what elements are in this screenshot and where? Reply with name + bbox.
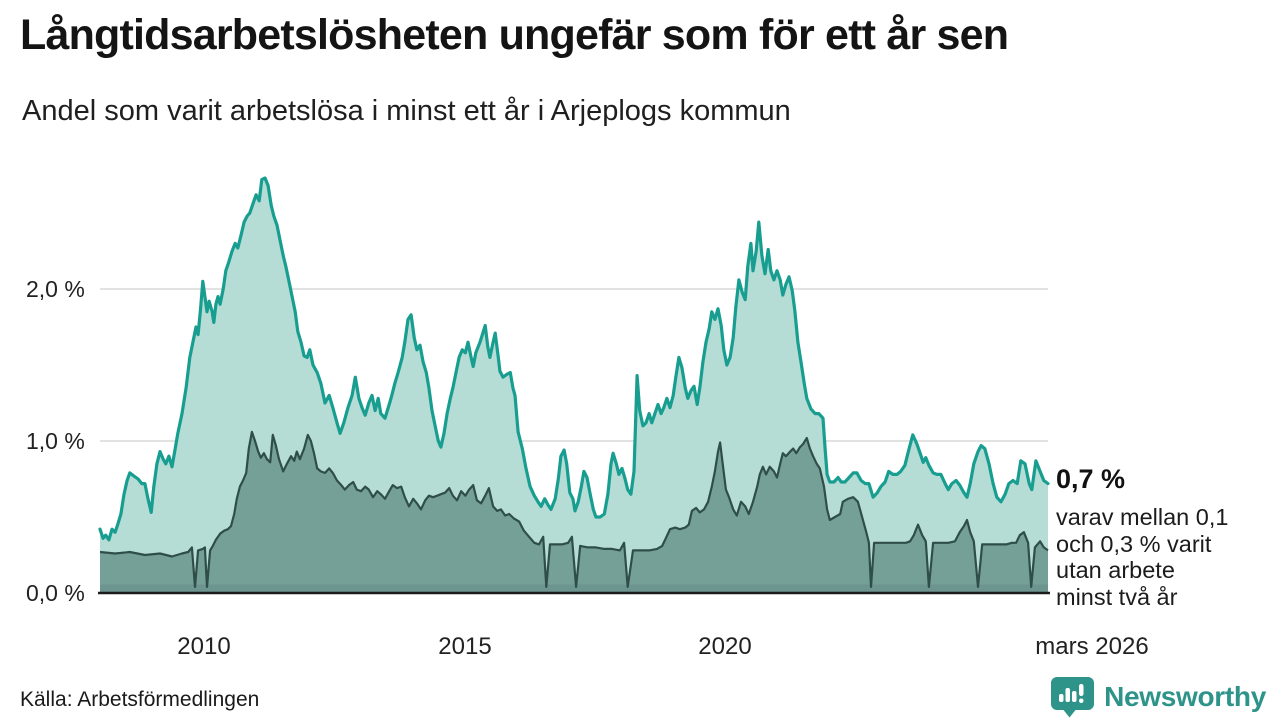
latest-value: 0,7 % (1056, 464, 1126, 494)
newsworthy-bubble-chart-icon (1050, 676, 1095, 718)
chart-subtitle: Andel som varit arbetslösa i minst ett å… (22, 95, 791, 127)
x-axis-label-2020: 2020 (698, 633, 752, 660)
x-axis-label-mars-2026: mars 2026 (1035, 633, 1149, 660)
newsworthy-wordmark: Newsworthy (1104, 681, 1266, 712)
y-axis-label-2: 2,0 % (26, 276, 85, 302)
y-axis-label-0: 0,0 % (26, 580, 85, 606)
source-credit: Källa: Arbetsförmedlingen (20, 688, 260, 711)
x-axis-label-2010: 2010 (177, 633, 231, 660)
annotation-line-2: och 0,3 % varit (1056, 530, 1212, 557)
newsworthy-logo: Newsworthy (1050, 676, 1266, 718)
annotation-line-3: utan arbete (1056, 557, 1175, 584)
page-title: Långtidsarbetslösheten ungefär som för e… (20, 11, 1009, 59)
annotation-line-4: minst två år (1056, 584, 1178, 611)
annotation-line-1: varav mellan 0,1 (1056, 504, 1229, 530)
x-axis-label-2015: 2015 (438, 633, 492, 660)
latest-value-annotation: 0,7 % varav mellan 0,1 och 0,3 % varit u… (1056, 464, 1271, 611)
y-axis-label-1: 1,0 % (26, 428, 85, 454)
